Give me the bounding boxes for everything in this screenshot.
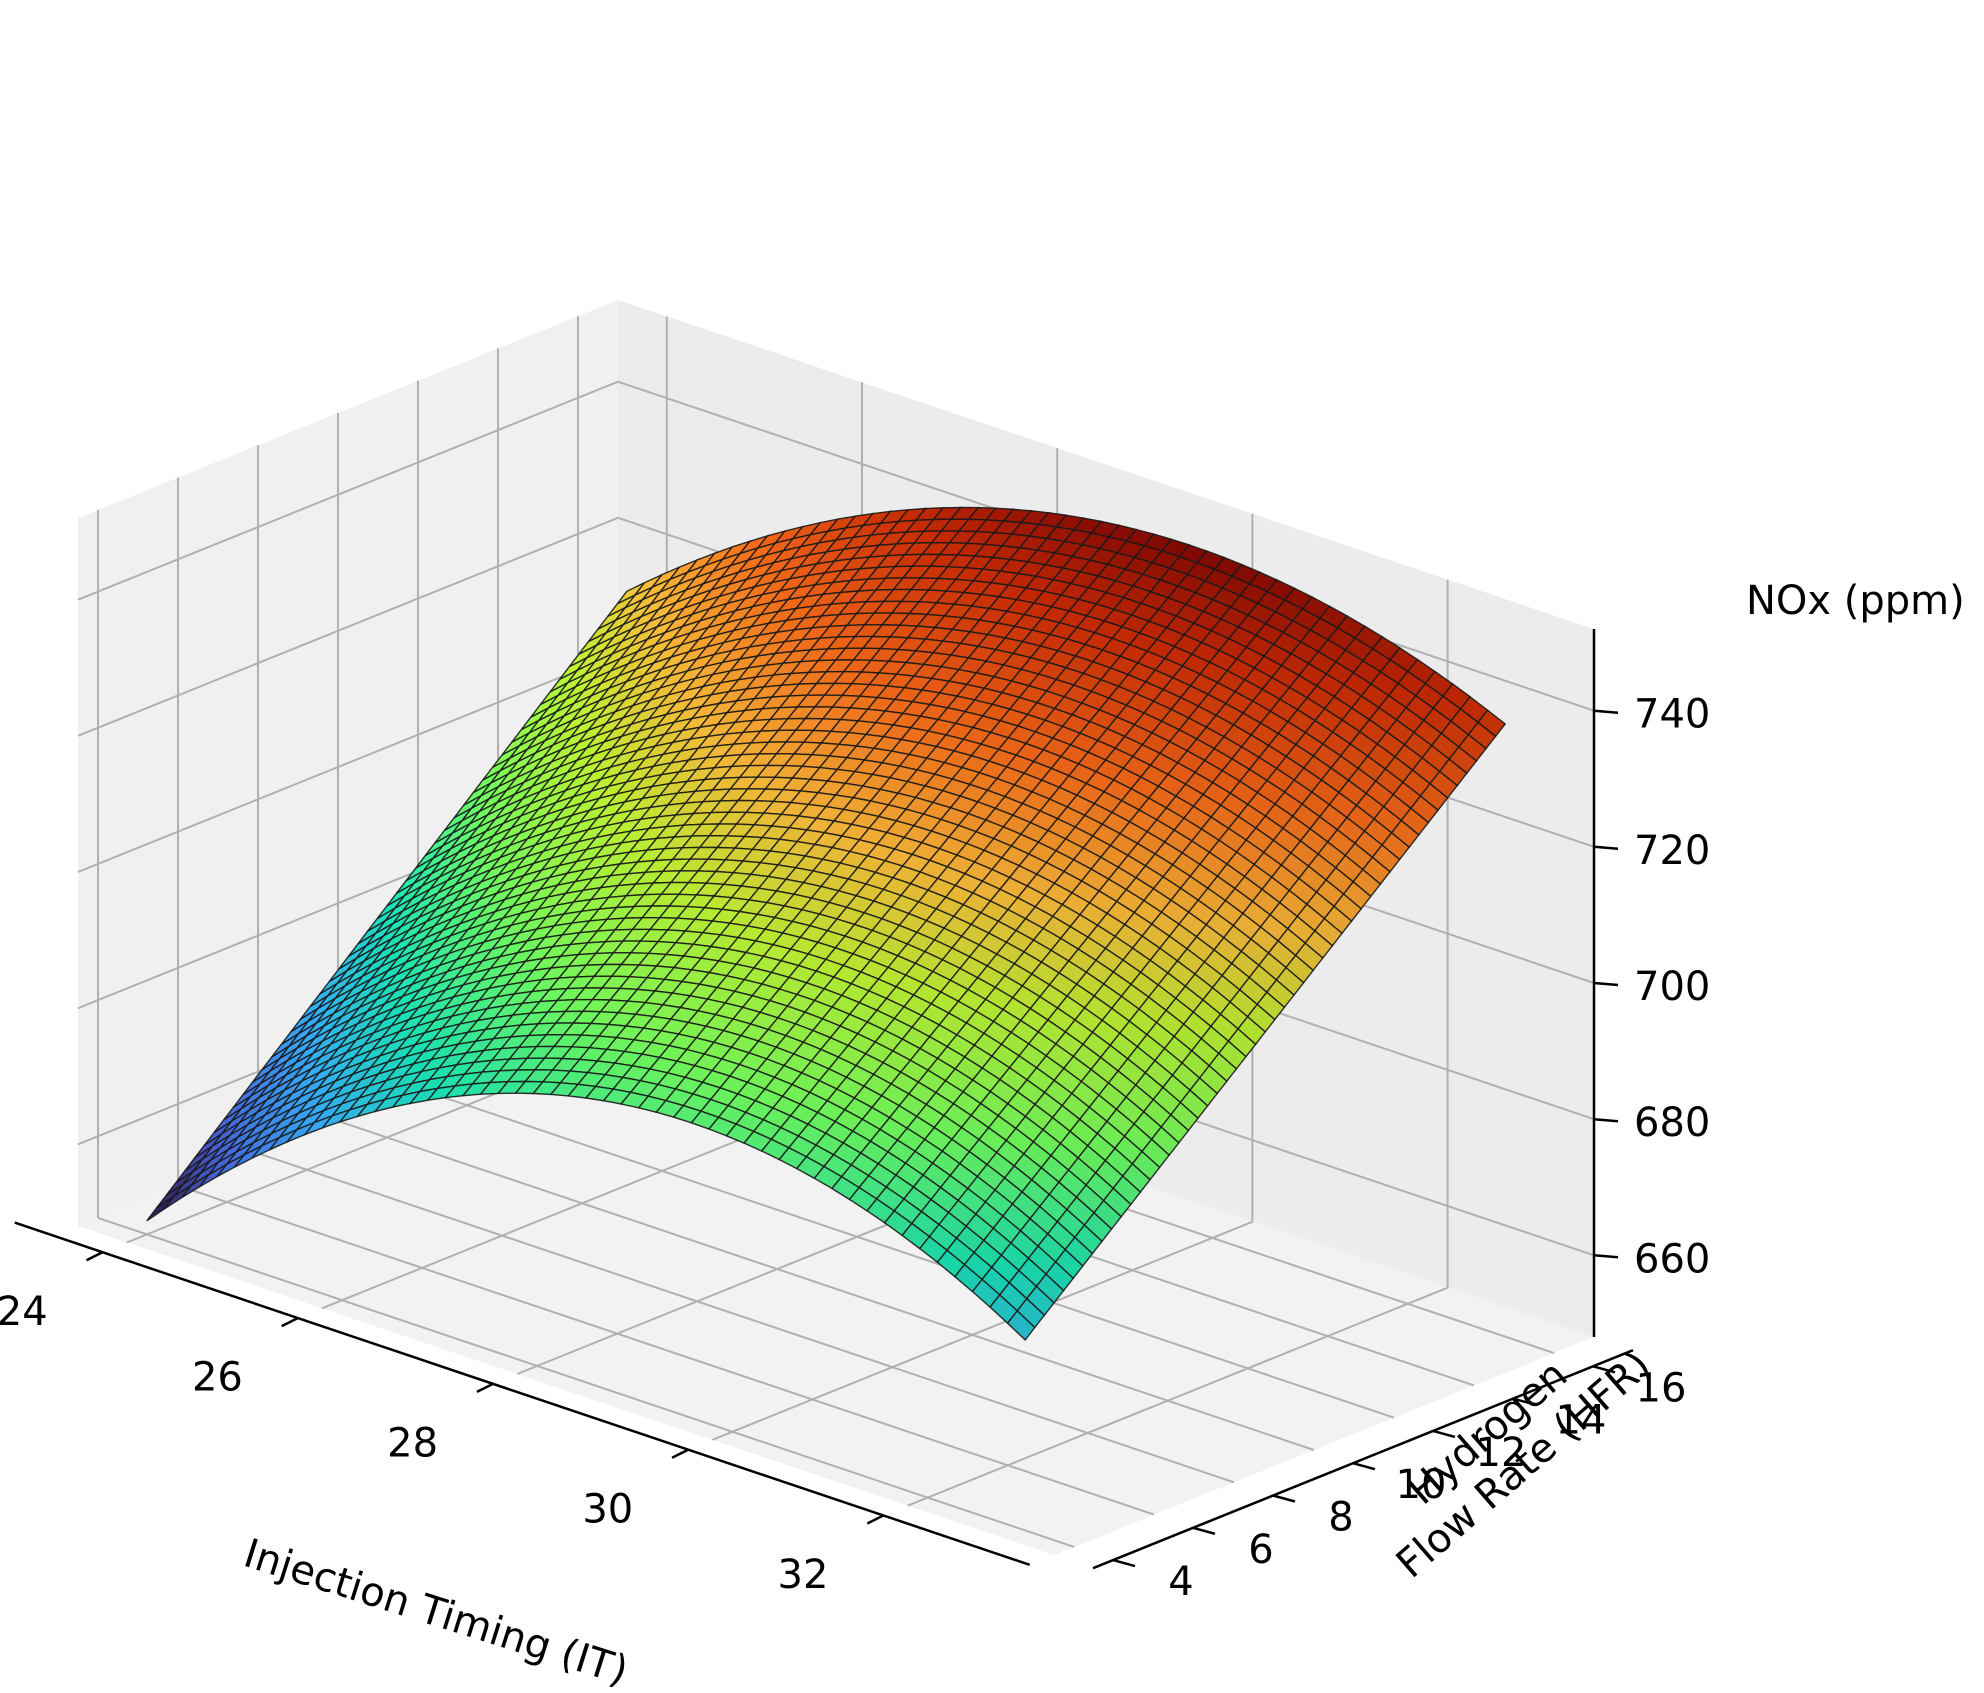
y-axis-line [1092, 1349, 1634, 1570]
z-grid-left [77, 516, 619, 737]
y-tick-mark [1432, 1429, 1456, 1439]
x-tick-mark [476, 1382, 494, 1394]
y-grid-floor [177, 1184, 1155, 1516]
z-tick-label: 700 [1634, 964, 1710, 1010]
x-axis-title: Injection Timing (IT) [238, 1531, 633, 1693]
x-tick-label: 30 [582, 1486, 633, 1532]
y-tick-label: 14 [1556, 1398, 1607, 1444]
z-tick-mark [1593, 709, 1619, 714]
x-tick-label: 24 [0, 1289, 48, 1335]
y-grid-floor [337, 1120, 1315, 1451]
x-tick-mark [85, 1251, 104, 1262]
z-grid-left [77, 653, 619, 873]
z-axis-title: NOx (ppm) [1746, 578, 1965, 624]
y-grid-floor [97, 1216, 1075, 1548]
surface-cell [1006, 1309, 1036, 1341]
y-tick-label: 10 [1396, 1462, 1447, 1508]
y-tick-mark [1272, 1494, 1296, 1503]
z-grid-left [77, 380, 619, 601]
z-tick-mark [1593, 1117, 1619, 1123]
floor-pane [78, 1008, 1594, 1555]
y-tick-mark [1352, 1461, 1376, 1471]
z-tick-label: 740 [1634, 692, 1710, 738]
x-grid-floor [907, 1286, 1448, 1507]
y-tick-label: 16 [1636, 1365, 1687, 1411]
x-tick-label: 32 [778, 1552, 829, 1598]
x-tick-mark [866, 1514, 884, 1525]
z-tick-mark [1593, 845, 1619, 851]
y-tick-label: 8 [1328, 1495, 1353, 1541]
x-axis-line [14, 1221, 1031, 1566]
y-tick-mark [1592, 1365, 1616, 1374]
y-tick-mark [1112, 1558, 1136, 1568]
z-tick-mark [1593, 1254, 1619, 1259]
nox-surface [146, 506, 1507, 1341]
x-tick-mark [281, 1316, 299, 1328]
x-tick-label: 28 [387, 1421, 438, 1467]
y-tick-mark [1192, 1526, 1216, 1536]
x-tick-label: 26 [192, 1355, 243, 1401]
y-tick-label: 4 [1168, 1559, 1193, 1605]
z-tick-label: 680 [1634, 1100, 1710, 1146]
z-tick-label: 720 [1634, 828, 1710, 874]
y-grid-floor [257, 1152, 1235, 1484]
x-tick-mark [671, 1448, 689, 1459]
y-tick-label: 6 [1248, 1527, 1273, 1573]
x-grid-floor [712, 1220, 1253, 1441]
y-grid-floor [417, 1087, 1395, 1419]
z-tick-mark [1593, 981, 1619, 987]
y-tick-mark [1512, 1397, 1536, 1406]
z-tick-label: 660 [1634, 1236, 1710, 1282]
tick-labels: 24 26 28 30 32 4 6 8 10 12 14 16 660 680 700 720 740 [0, 692, 1710, 1605]
y-tick-label: 12 [1476, 1430, 1527, 1476]
